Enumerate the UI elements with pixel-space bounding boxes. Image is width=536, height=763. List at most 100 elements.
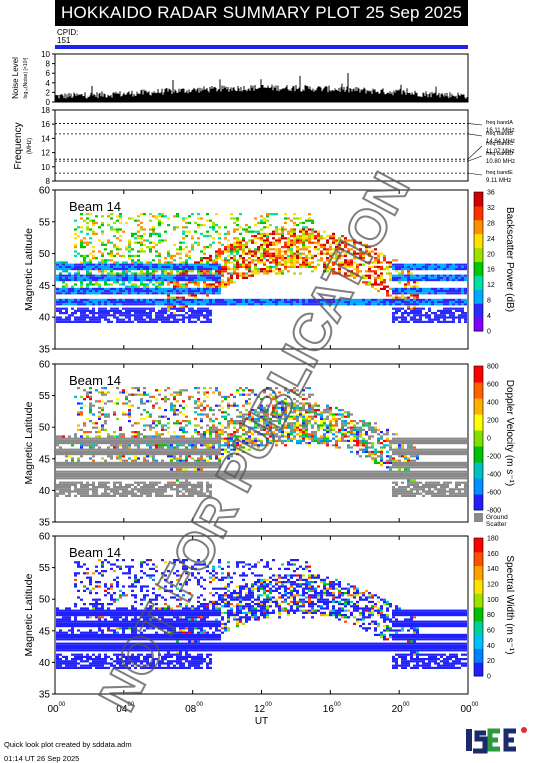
heatmap-cell xyxy=(428,303,431,306)
heatmap-cell xyxy=(107,442,110,445)
heatmap-cell xyxy=(107,252,110,255)
heatmap-cell xyxy=(161,433,164,436)
heatmap-cell xyxy=(443,307,446,310)
heatmap-cell xyxy=(242,261,245,264)
heatmap-cell xyxy=(122,446,125,449)
heatmap-cell xyxy=(80,446,83,449)
heatmap-cell xyxy=(116,455,119,458)
heatmap-cell xyxy=(152,483,155,486)
heatmap-cell xyxy=(131,232,134,235)
heatmap-cell xyxy=(401,270,404,273)
heatmap-cell xyxy=(80,283,83,286)
heatmap-cell xyxy=(77,457,80,460)
heatmap-cell xyxy=(131,393,134,396)
heatmap-cell xyxy=(101,453,104,456)
heatmap-cell xyxy=(176,494,179,497)
heatmap-cell xyxy=(233,221,236,224)
heatmap-cell xyxy=(62,448,65,451)
heatmap-cell xyxy=(125,402,128,405)
heatmap-cell xyxy=(134,276,137,279)
heatmap-cell xyxy=(431,312,434,315)
heatmap-cell xyxy=(203,461,206,464)
heatmap-cell xyxy=(203,246,206,249)
heatmap-cell xyxy=(65,307,68,310)
heatmap-cell xyxy=(437,292,440,295)
heatmap-cell xyxy=(77,437,80,440)
heatmap-cell xyxy=(152,274,155,277)
heatmap-cell xyxy=(173,243,176,246)
heatmap-cell xyxy=(380,274,383,277)
heatmap-cell xyxy=(200,279,203,282)
heatmap-cell xyxy=(338,263,341,266)
heatmap-cell xyxy=(125,459,128,462)
heatmap-cell xyxy=(98,270,101,273)
heatmap-cell xyxy=(257,248,260,251)
heatmap-cell xyxy=(125,475,128,478)
heatmap-cell xyxy=(218,263,221,266)
heatmap-cell xyxy=(194,309,197,312)
heatmap-cell xyxy=(338,270,341,273)
heatmap-cell xyxy=(65,283,68,286)
noise-ytick-label: 10 xyxy=(41,50,50,59)
colorbar-tick-label: 20 xyxy=(487,251,495,258)
heatmap-cell xyxy=(173,320,176,323)
heatmap-cell xyxy=(203,298,206,301)
heatmap-cell xyxy=(410,285,413,288)
heatmap-cell xyxy=(134,466,137,469)
heatmap-cell xyxy=(446,274,449,277)
heatmap-cell xyxy=(71,263,74,266)
heatmap-cell xyxy=(359,254,362,257)
heatmap-cell xyxy=(311,298,314,301)
heatmap-cell xyxy=(212,431,215,434)
heatmap-cell xyxy=(272,303,275,306)
heatmap-cell xyxy=(368,254,371,257)
heatmap-cell xyxy=(449,303,452,306)
heatmap-cell xyxy=(188,448,191,451)
heatmap-cell xyxy=(413,296,416,299)
heatmap-cell xyxy=(266,248,269,251)
heatmap-cell xyxy=(191,450,194,453)
heatmap-cell xyxy=(218,272,221,275)
heatmap-cell xyxy=(185,446,188,449)
heatmap-cell xyxy=(116,437,119,440)
heatmap-cell xyxy=(419,320,422,323)
heatmap-cell xyxy=(218,265,221,268)
heatmap-cell xyxy=(149,444,152,447)
heatmap-cell xyxy=(218,248,221,251)
heatmap-cell xyxy=(356,241,359,244)
heatmap-cell xyxy=(161,263,164,266)
heatmap-cell xyxy=(62,477,65,480)
heatmap-cell xyxy=(134,475,137,478)
heatmap-cell xyxy=(338,239,341,242)
heatmap-cell xyxy=(296,239,299,242)
heatmap-cell xyxy=(86,448,89,451)
heatmap-cell xyxy=(209,268,212,271)
heatmap-cell xyxy=(149,309,152,312)
heatmap-cell xyxy=(200,301,203,304)
heatmap-cell xyxy=(464,276,467,279)
heatmap-cell xyxy=(80,285,83,288)
heatmap-cell xyxy=(419,274,422,277)
heatmap-cell xyxy=(233,435,236,438)
heatmap-cell xyxy=(182,298,185,301)
heatmap-cell xyxy=(152,461,155,464)
heatmap-cell xyxy=(137,494,140,497)
heatmap-cell xyxy=(338,298,341,301)
heatmap-cell xyxy=(59,287,62,290)
heatmap-cell xyxy=(350,263,353,266)
heatmap-cell xyxy=(149,261,152,264)
heatmap-cell xyxy=(236,250,239,253)
heatmap-cell xyxy=(80,246,83,249)
heatmap-cell xyxy=(155,215,158,218)
heatmap-cell xyxy=(89,276,92,279)
heatmap-cell xyxy=(200,448,203,451)
heatmap-cell xyxy=(290,232,293,235)
heatmap-cell xyxy=(122,292,125,295)
heatmap-cell xyxy=(149,442,152,445)
heatmap-cell xyxy=(185,455,188,458)
heatmap-cell xyxy=(65,263,68,266)
heatmap-cell xyxy=(239,243,242,246)
heatmap-cell xyxy=(119,466,122,469)
heatmap-cell xyxy=(197,453,200,456)
heatmap-cell xyxy=(68,464,71,467)
